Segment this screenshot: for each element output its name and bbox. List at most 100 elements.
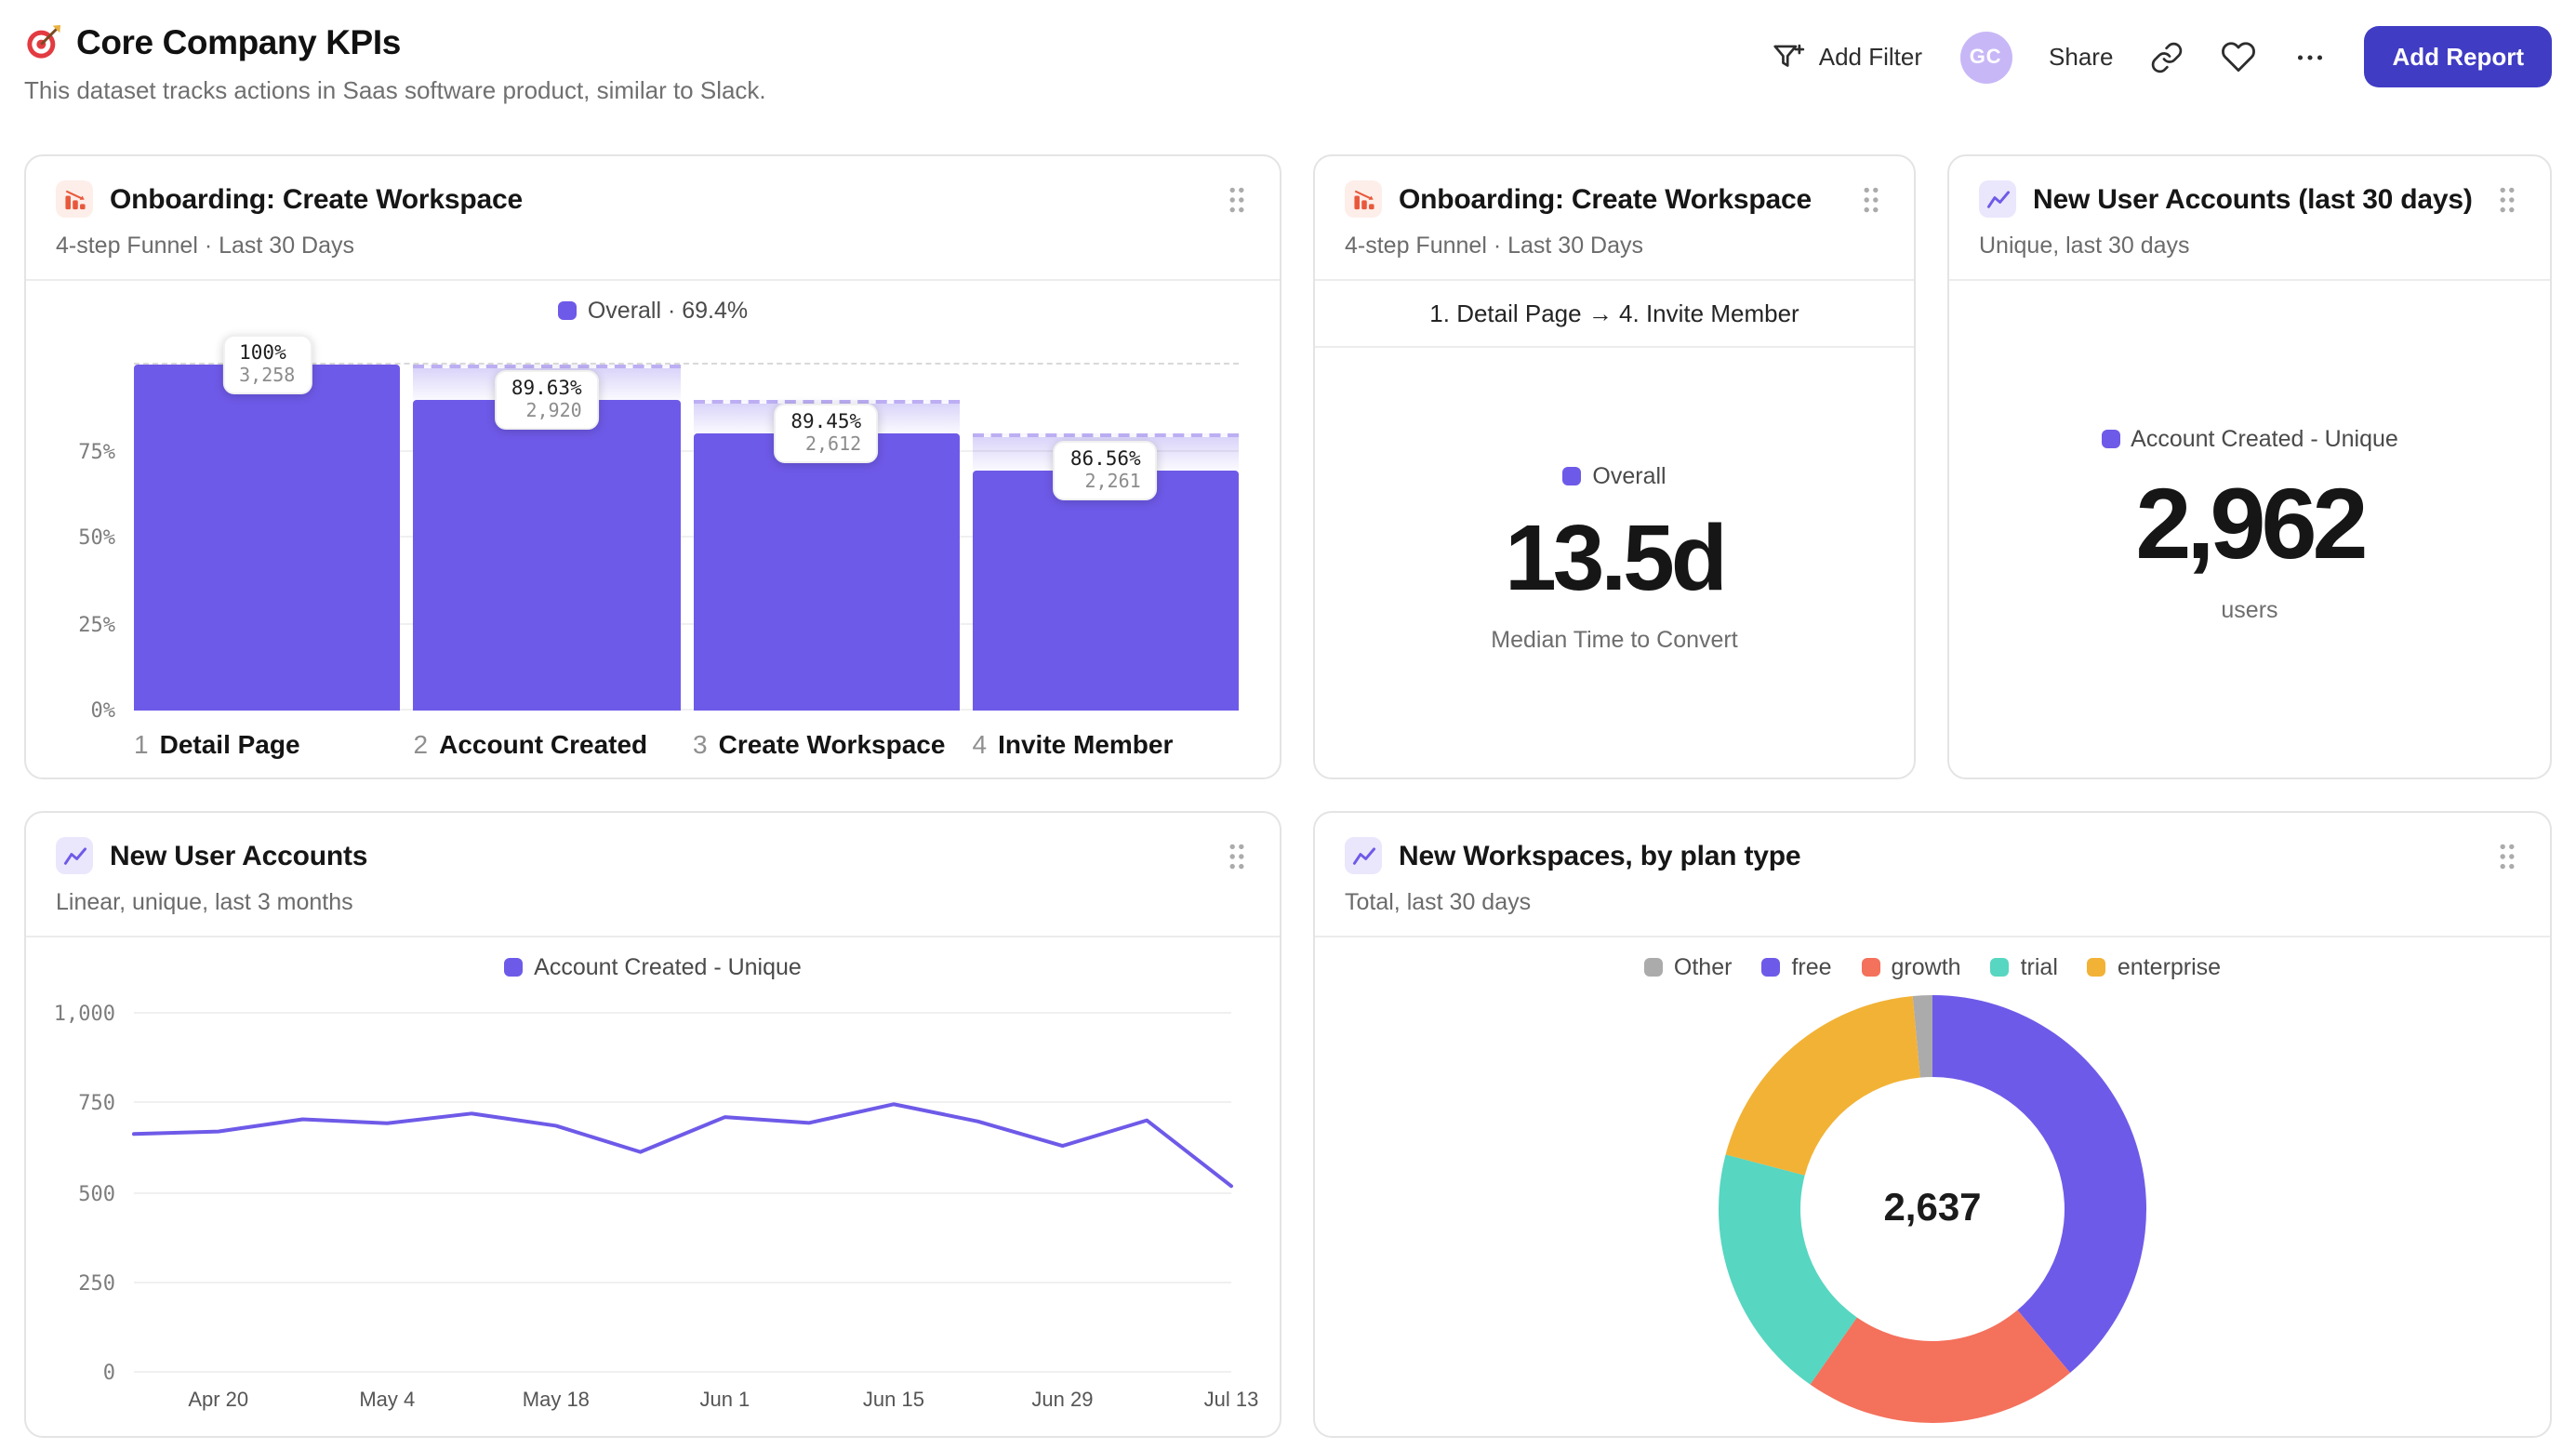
- chart-legend: Other free growth trial enterprise: [1345, 937, 2520, 988]
- trend-line-svg: [134, 1014, 1231, 1373]
- card-subtitle: Unique, last 30 days: [1979, 233, 2190, 259]
- donut-slice-Other[interactable]: [1912, 994, 1932, 1077]
- funnel-step: 86.56% 2,261: [972, 365, 1239, 711]
- funnel-bars: 100% 3,258 89.63% 2,920 89.45% 2,612 86.56% 2,2…: [134, 335, 1239, 711]
- legend-item[interactable]: growth: [1861, 954, 1961, 980]
- card-title: New User Accounts (last 30 days): [2033, 183, 2473, 215]
- tooltip-percent: 86.56%: [1069, 447, 1141, 471]
- big-number-caption: users: [2221, 596, 2278, 622]
- avatar[interactable]: GC: [1959, 31, 2012, 83]
- legend-label: Other: [1673, 954, 1733, 980]
- y-axis-label: 750: [78, 1091, 115, 1116]
- favorite-button[interactable]: [2221, 39, 2256, 74]
- funnel-x-labels: 1 Detail Page 2 Account Created 3 Create Work…: [134, 729, 1239, 759]
- big-number-body: Overall 13.5d Median Time to Convert: [1315, 348, 1914, 778]
- step-name: Invite Member: [998, 729, 1174, 759]
- tooltip-percent: 89.45%: [790, 410, 862, 433]
- gridline: [134, 449, 1239, 451]
- funnel-chart-icon: [56, 180, 93, 218]
- funnel-step-label: 3 Create Workspace: [693, 729, 960, 759]
- drag-handle-icon[interactable]: [1224, 181, 1250, 217]
- legend-label: free: [1791, 954, 1832, 980]
- y-axis-label: 75%: [78, 439, 115, 463]
- legend-swatch: [1761, 958, 1781, 977]
- card-subtitle: Linear, unique, last 3 months: [56, 889, 353, 915]
- legend-swatch: [504, 958, 524, 977]
- drag-handle-icon[interactable]: [1858, 181, 1884, 217]
- share-button[interactable]: Share: [2049, 43, 2114, 71]
- line-chart: 0 250 500 750 1,000 Apr 20 May 4 May 18 Jun 1 Jun…: [54, 1002, 1259, 1412]
- card-subtitle: Total, last 30 days: [1345, 889, 1532, 915]
- legend-item[interactable]: trial: [1990, 954, 2058, 980]
- donut-chart: 2,637: [1717, 992, 2148, 1424]
- new-users-value: 2,962: [2135, 468, 2368, 579]
- y-axis-label: 250: [78, 1270, 115, 1296]
- line-chart-icon: [1979, 180, 2016, 218]
- funnel-step: 89.45% 2,612: [693, 365, 960, 711]
- legend-item[interactable]: Overall · 69.4%: [557, 298, 748, 324]
- topbar: Core Company KPIs This dataset tracks ac…: [0, 0, 2576, 154]
- funnel-tooltip: 100% 3,258: [222, 335, 312, 394]
- card-header: Onboarding: Create Workspace 4-step Funn…: [1315, 156, 1914, 281]
- legend-item[interactable]: Other: [1643, 954, 1733, 980]
- step-number: 2: [413, 729, 429, 759]
- legend-swatch: [2101, 429, 2120, 447]
- chart-legend: Overall · 69.4%: [56, 281, 1250, 331]
- target-icon: [27, 25, 60, 59]
- legend-label: trial: [2020, 954, 2058, 980]
- funnel-bar[interactable]: [413, 400, 680, 711]
- step-number: 3: [693, 729, 708, 759]
- tooltip-percent: 89.63%: [511, 378, 582, 401]
- legend-item[interactable]: Account Created - Unique: [504, 954, 802, 980]
- filter-icon: [1773, 44, 1804, 67]
- step-name: Create Workspace: [718, 729, 946, 759]
- card-header: New User Accounts Linear, unique, last 3…: [26, 813, 1280, 937]
- card-grid: Onboarding: Create Workspace 4-step Funn…: [0, 154, 2576, 1438]
- x-axis-label: May 18: [522, 1389, 590, 1412]
- legend-item[interactable]: free: [1761, 954, 1832, 980]
- card-header: Onboarding: Create Workspace 4-step Funn…: [26, 156, 1280, 281]
- tooltip-percent: 100%: [239, 342, 286, 365]
- funnel-bar[interactable]: [972, 470, 1239, 711]
- card-new-workspaces-by-plan: New Workspaces, by plan type Total, last…: [1313, 811, 2552, 1438]
- donut-slice-enterprise[interactable]: [1725, 995, 1920, 1175]
- donut-svg: [1718, 994, 2147, 1423]
- chart-legend: Account Created - Unique: [56, 937, 1250, 988]
- card-title: Onboarding: Create Workspace: [110, 183, 523, 215]
- add-report-button[interactable]: Add Report: [2364, 26, 2552, 87]
- step-number: 1: [134, 729, 149, 759]
- legend-swatch: [1861, 958, 1880, 977]
- drag-handle-icon[interactable]: [2494, 181, 2520, 217]
- funnel-step: 89.63% 2,920: [413, 365, 680, 711]
- more-options-button[interactable]: [2293, 40, 2327, 73]
- funnel-step-label: 1 Detail Page: [134, 729, 401, 759]
- funnel-tooltip: 89.63% 2,920: [494, 370, 599, 431]
- donut-slice-growth[interactable]: [1810, 1309, 2071, 1423]
- card-median-time-to-convert: Onboarding: Create Workspace 4-step Funn…: [1313, 154, 1916, 779]
- drag-handle-icon[interactable]: [2494, 838, 2520, 873]
- link-icon: [2152, 41, 2183, 73]
- donut-slice-trial[interactable]: [1718, 1153, 1857, 1384]
- card-title: Onboarding: Create Workspace: [1399, 183, 1812, 215]
- legend-swatch: [1562, 466, 1582, 485]
- donut-slice-free[interactable]: [1932, 994, 2147, 1373]
- line-chart-icon: [1345, 837, 1382, 874]
- legend-item[interactable]: Overall: [1562, 462, 1666, 488]
- add-filter-button[interactable]: Add Filter: [1771, 39, 1922, 74]
- card-header: New Workspaces, by plan type Total, last…: [1315, 813, 2550, 937]
- copy-link-button[interactable]: [2150, 40, 2184, 73]
- legend-item[interactable]: Account Created - Unique: [2101, 425, 2398, 451]
- donut-card-body: Other free growth trial enterprise 2,637: [1315, 937, 2550, 1436]
- legend-label: Account Created - Unique: [2131, 425, 2398, 451]
- legend-swatch: [2087, 958, 2106, 977]
- card-title: New User Accounts: [110, 840, 368, 871]
- trend-line[interactable]: [134, 1104, 1231, 1186]
- funnel-bar[interactable]: [693, 432, 960, 711]
- funnel-bar[interactable]: [134, 365, 401, 711]
- drag-handle-icon[interactable]: [1224, 838, 1250, 873]
- trend-card-body: Account Created - Unique 0 250 500 750 1,000…: [26, 937, 1280, 1436]
- legend-label: growth: [1891, 954, 1961, 980]
- legend-item[interactable]: enterprise: [2087, 954, 2221, 980]
- gridline: [134, 622, 1239, 624]
